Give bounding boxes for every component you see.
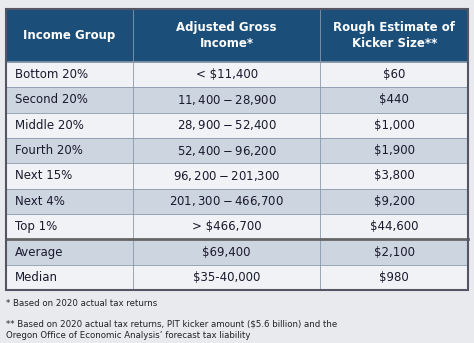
Text: $9,200: $9,200 [374,195,415,208]
Bar [320,239,468,265]
Bar [133,214,320,239]
Text: Adjusted Gross
Income*: Adjusted Gross Income* [176,21,277,50]
Text: $440: $440 [379,93,409,106]
Bar [133,62,320,87]
Text: $1,000: $1,000 [374,119,415,132]
Text: > $466,700: > $466,700 [192,220,261,233]
Bar [133,163,320,189]
Bar [6,265,133,290]
Bar [6,239,133,265]
Bar [6,9,133,62]
Bar [133,189,320,214]
Text: Middle 20%: Middle 20% [15,119,84,132]
Bar [133,265,320,290]
Bar [320,138,468,163]
Text: $52,400 - $96,200: $52,400 - $96,200 [176,144,277,157]
Bar [320,214,468,239]
Text: $44,600: $44,600 [370,220,419,233]
Bar [320,265,468,290]
Bar [320,87,468,113]
Text: $35-40,000: $35-40,000 [193,271,260,284]
Text: Second 20%: Second 20% [15,93,88,106]
Text: Top 1%: Top 1% [15,220,57,233]
Text: $980: $980 [379,271,409,284]
Text: Income Group: Income Group [23,29,116,42]
Text: Rough Estimate of
Kicker Size**: Rough Estimate of Kicker Size** [333,21,456,50]
Text: Next 4%: Next 4% [15,195,65,208]
Bar [6,113,133,138]
Text: Fourth 20%: Fourth 20% [15,144,83,157]
Bar [133,9,320,62]
Bar [6,62,133,87]
Bar [6,214,133,239]
Text: $1,900: $1,900 [374,144,415,157]
Bar [6,138,133,163]
Text: < $11,400: < $11,400 [196,68,258,81]
Text: $28,900 - $52,400: $28,900 - $52,400 [176,118,277,132]
Text: * Based on 2020 actual tax returns: * Based on 2020 actual tax returns [6,299,157,308]
Bar [320,163,468,189]
Text: $3,800: $3,800 [374,169,415,182]
Text: Bottom 20%: Bottom 20% [15,68,88,81]
Bar [6,163,133,189]
Text: Next 15%: Next 15% [15,169,73,182]
Text: $11,400 - $28,900: $11,400 - $28,900 [176,93,277,107]
Bar [133,138,320,163]
Text: ** Based on 2020 actual tax returns, PIT kicker amount ($5.6 billion) and the
Or: ** Based on 2020 actual tax returns, PIT… [6,319,337,340]
Text: $96,200 - $201,300: $96,200 - $201,300 [173,169,281,183]
Bar [6,9,468,290]
Text: Average: Average [15,246,64,259]
Bar [320,9,468,62]
Bar [320,62,468,87]
Bar [133,87,320,113]
Bar [6,87,133,113]
Text: Median: Median [15,271,58,284]
Bar [6,189,133,214]
Text: $2,100: $2,100 [374,246,415,259]
Bar [133,113,320,138]
Bar [320,113,468,138]
Text: $60: $60 [383,68,405,81]
Bar [320,189,468,214]
Bar [133,239,320,265]
Text: $201,300 - $466,700: $201,300 - $466,700 [169,194,284,208]
Text: $69,400: $69,400 [202,246,251,259]
